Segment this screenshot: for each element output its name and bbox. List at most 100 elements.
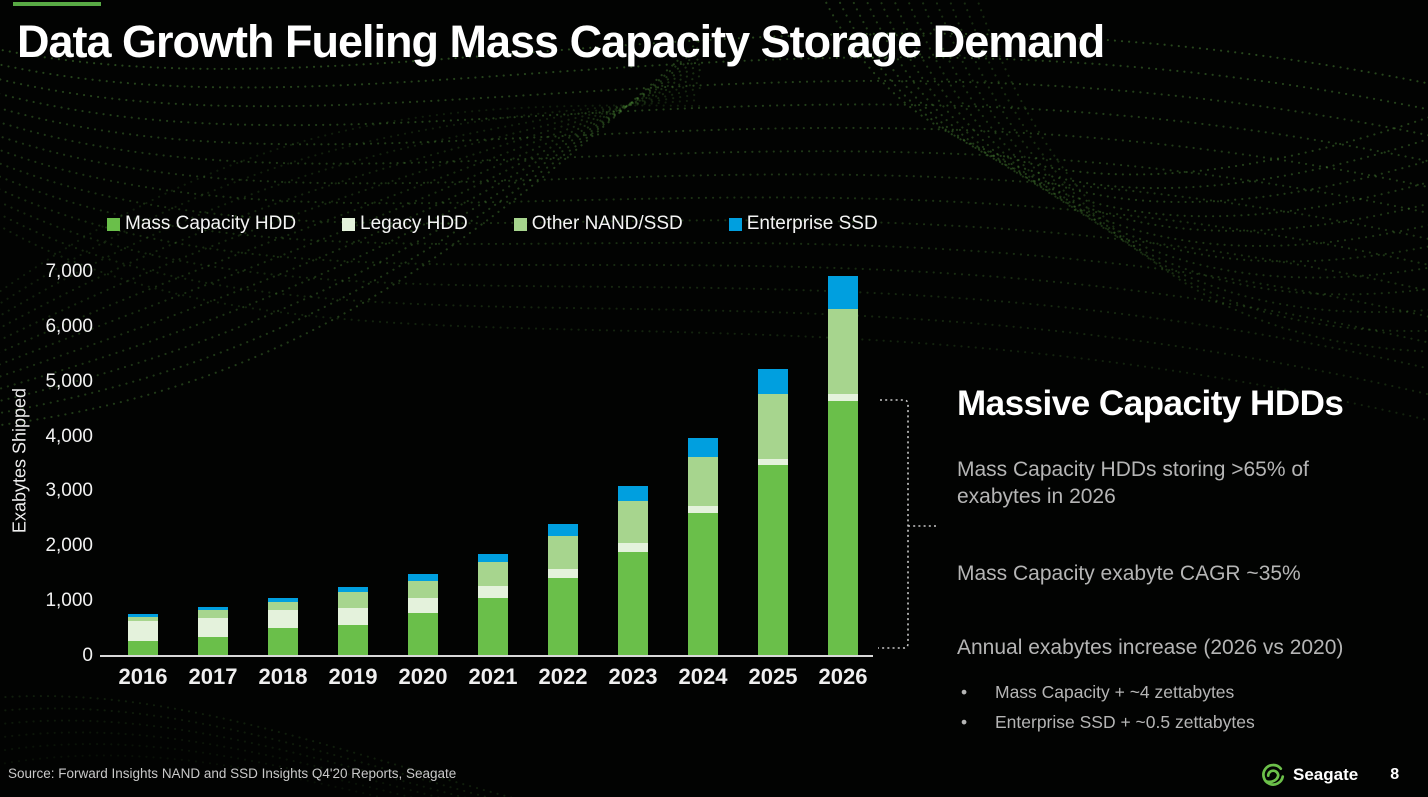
bar-segment	[268, 609, 298, 629]
bar-segment	[198, 637, 228, 656]
y-tick-label: 3,000	[45, 480, 93, 502]
bar-segment	[758, 465, 788, 656]
x-axis-label: 2022	[538, 664, 588, 689]
slide-title: Data Growth Fueling Mass Capacity Storag…	[17, 16, 1105, 67]
x-axis-label: 2021	[468, 664, 518, 689]
y-tick-label: 7,000	[45, 261, 93, 282]
brand-footer: Seagate 8	[1260, 762, 1399, 788]
bar-2016	[128, 272, 158, 656]
bar-2020	[408, 272, 438, 656]
bar-segment	[408, 598, 438, 614]
callout-paragraph: Mass Capacity exabyte CAGR ~35%	[957, 562, 1301, 585]
bar-segment	[688, 505, 718, 514]
y-tick-label: 2,000	[45, 535, 93, 557]
callout-bullet-list: Mass Capacity + ~4 zettabytes Enterprise…	[957, 677, 1387, 737]
x-axis-label: 2026	[818, 664, 868, 689]
bar-segment	[758, 458, 788, 466]
x-axis-label: 2016	[118, 664, 168, 689]
x-axis-label: 2020	[398, 664, 448, 689]
bar-segment	[618, 542, 648, 552]
legend-item: Other NAND/SSD	[513, 213, 683, 235]
legend-item: Legacy HDD	[342, 213, 468, 235]
bar-segment	[338, 591, 368, 609]
bar-segment	[128, 641, 158, 656]
x-axis-line	[100, 655, 873, 657]
bar-segment	[478, 553, 508, 562]
bar-2023	[618, 272, 648, 656]
plot-area	[100, 272, 875, 656]
bar-2022	[548, 272, 578, 656]
source-note: Source: Forward Insights NAND and SSD In…	[8, 766, 457, 781]
callout-bullet: Mass Capacity + ~4 zettabytes	[957, 677, 1387, 707]
y-tick-label: 6,000	[45, 315, 93, 337]
y-tick-label: 1,000	[45, 590, 93, 612]
bar-2021	[478, 272, 508, 656]
bar-2018	[268, 272, 298, 656]
bar-2025	[758, 272, 788, 656]
y-tick-label: 0	[82, 645, 93, 666]
bar-segment	[128, 617, 158, 622]
bar-segment	[338, 625, 368, 656]
bar-segment	[408, 613, 438, 656]
x-axis-label: 2017	[188, 664, 238, 689]
callout-heading: Massive Capacity HDDs	[957, 384, 1344, 423]
bar-segment	[128, 621, 158, 642]
bar-segment	[268, 601, 298, 610]
brand-name: Seagate	[1293, 765, 1359, 784]
bar-segment	[268, 628, 298, 656]
bar-segment	[828, 400, 858, 656]
bar-segment	[548, 536, 578, 569]
callout-panel: Massive Capacity HDDs Mass Capacity HDDs…	[957, 384, 1387, 737]
x-axis-label: 2023	[608, 664, 658, 689]
legend-swatch	[107, 217, 120, 231]
legend-label: Mass Capacity HDD	[125, 213, 297, 234]
bar-segment	[198, 617, 228, 638]
legend-label: Enterprise SSD	[746, 213, 878, 234]
bar-segment	[548, 578, 578, 656]
legend-swatch	[513, 217, 527, 231]
x-axis-label: 2018	[258, 664, 308, 689]
bar-segment	[688, 437, 718, 457]
page-number: 8	[1390, 766, 1400, 783]
bar-segment	[828, 276, 858, 310]
callout-bullet: Enterprise SSD + ~0.5 zettabytes	[957, 707, 1387, 737]
chart-legend: Mass Capacity HDD Legacy HDD Other NAND/SS…	[107, 213, 878, 235]
y-tick-label: 5,000	[45, 370, 93, 392]
y-tick-label: 4,000	[45, 425, 93, 447]
bar-segment	[128, 614, 158, 618]
y-axis-label: Exabytes Shipped	[9, 387, 30, 534]
bar-segment	[688, 456, 718, 506]
legend-label: Legacy HDD	[360, 213, 468, 234]
bar-segment	[548, 524, 578, 537]
legend-label: Other NAND/SSD	[531, 213, 683, 234]
bar-2024	[688, 272, 718, 656]
bar-segment	[548, 568, 578, 579]
title-accent-bar	[13, 2, 101, 6]
x-axis-label: 2019	[328, 664, 378, 689]
bar-segment	[338, 608, 368, 626]
bar-segment	[758, 368, 788, 394]
legend-item: Enterprise SSD	[728, 213, 878, 235]
bar-segment	[828, 309, 858, 395]
bar-segment	[618, 551, 648, 656]
bar-segment	[618, 485, 648, 502]
bar-segment	[618, 501, 648, 543]
bar-2026	[828, 272, 858, 656]
bar-segment	[268, 598, 298, 602]
bar-segment	[198, 607, 228, 611]
bar-2019	[338, 272, 368, 656]
bar-segment	[478, 585, 508, 599]
bar-segment	[198, 610, 228, 618]
seagate-logo-icon	[1262, 763, 1285, 786]
legend-item: Mass Capacity HDD	[107, 213, 296, 235]
bar-segment	[478, 598, 508, 656]
bar-segment	[688, 513, 718, 656]
bar-segment	[828, 394, 858, 401]
bar-segment	[478, 561, 508, 586]
bar-segment	[408, 580, 438, 599]
bar-segment	[758, 393, 788, 459]
callout-paragraph: Mass Capacity HDDs storing >65% of exaby…	[957, 458, 1309, 508]
legend-swatch	[342, 217, 356, 231]
legend-swatch	[728, 217, 742, 231]
